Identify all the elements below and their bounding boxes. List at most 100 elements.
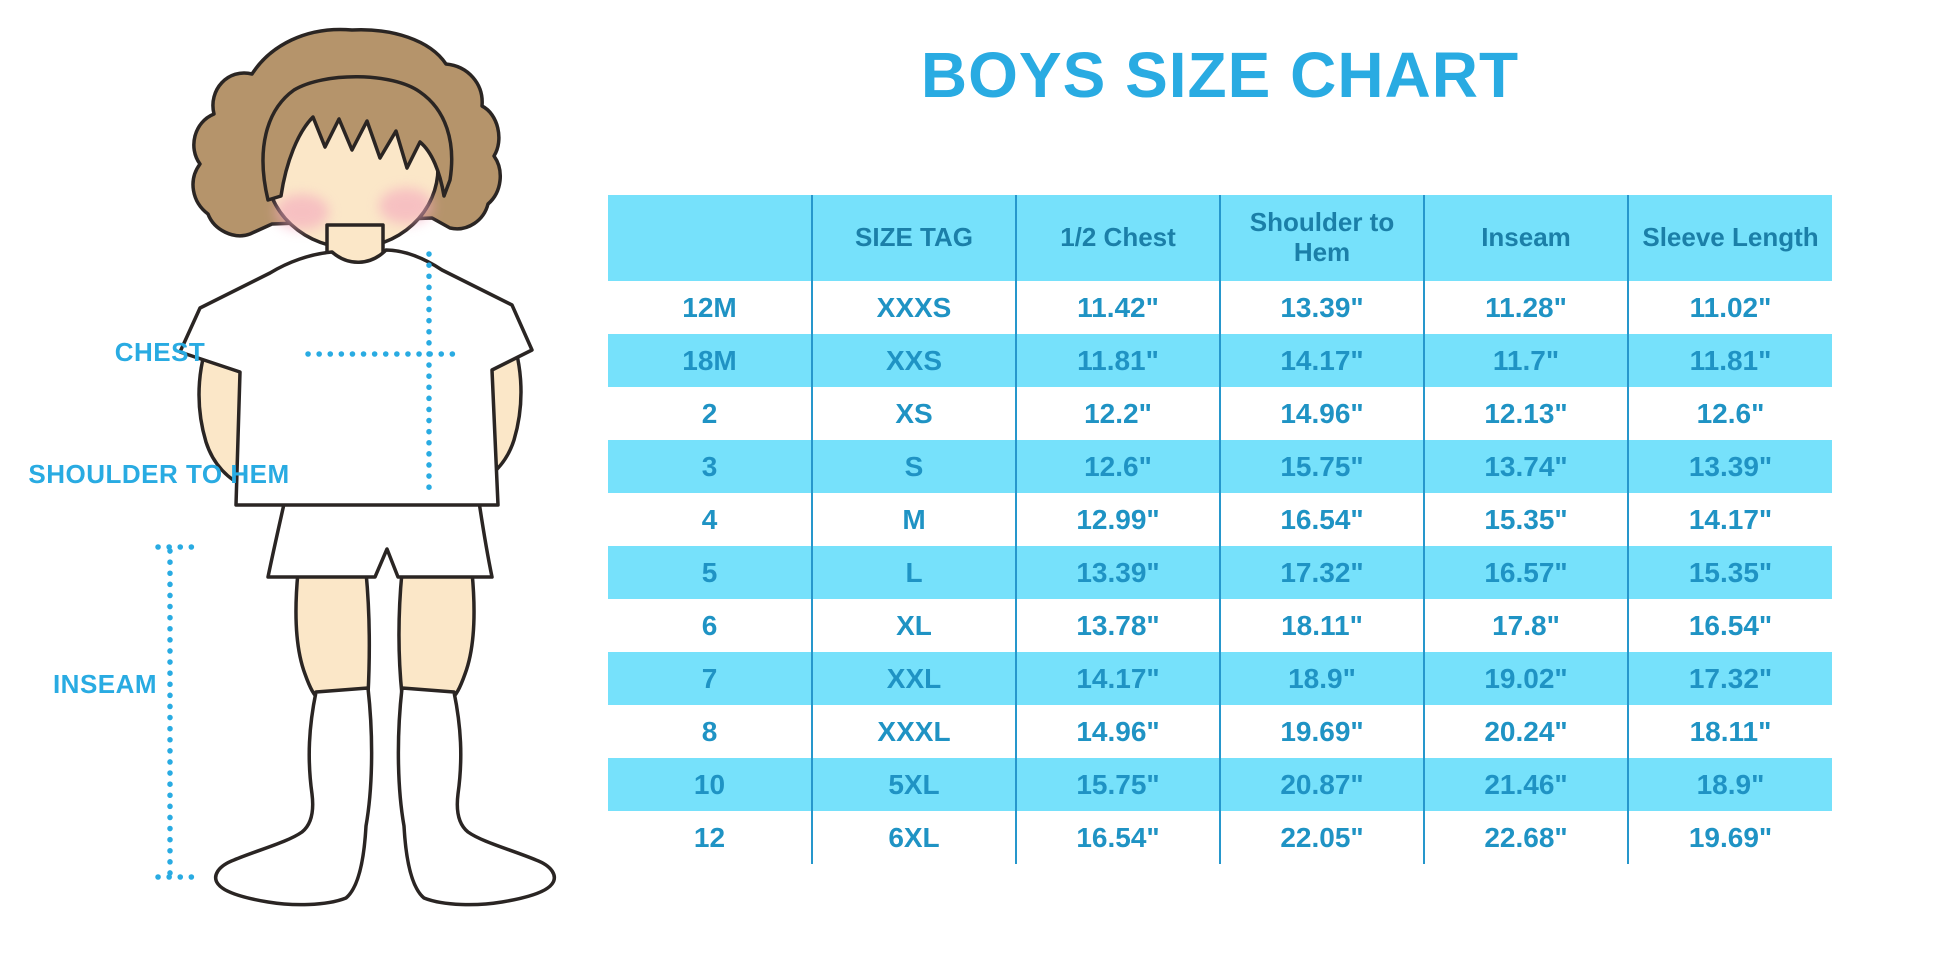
table-cell: 12.6" <box>1016 440 1221 493</box>
table-cell: 15.75" <box>1220 440 1425 493</box>
table-row: 6 XL 13.78" 18.11" 17.8" 16.54" <box>608 599 1832 652</box>
table-header: SIZE TAG 1/2 Chest Shoulder to Hem Inseam Sl… <box>608 195 1832 281</box>
table-cell: 10 <box>608 758 813 811</box>
table-cell: 18.11" <box>1689 715 1772 747</box>
table-cell: 7 <box>608 652 813 705</box>
column-header: SIZE TAG <box>812 195 1017 281</box>
table-cell: 5XL <box>812 758 1017 811</box>
boy-shorts <box>266 493 494 579</box>
boy-leg-left <box>294 570 372 702</box>
table-cell: 22.68" <box>1424 811 1629 864</box>
table-cell: 20.24" <box>1424 705 1629 758</box>
table-cell: XL <box>812 599 1017 652</box>
column-header: Inseam <box>1424 195 1629 281</box>
table-cell: 15.75" <box>1016 758 1221 811</box>
table-cell: 19.69" <box>1220 705 1425 758</box>
column-header: 1/2 Chest <box>1016 195 1221 281</box>
boy-hair-fringe <box>261 75 454 202</box>
table-cell: 3 <box>608 440 813 493</box>
table-cell: 12.13" <box>1424 387 1629 440</box>
table-cell: 14.96" <box>1220 387 1425 440</box>
table-row: 18M XXS 11.81" 14.17" 11.7" 11.81" <box>608 334 1832 387</box>
column-header <box>608 195 813 281</box>
boy-sock-right <box>396 686 557 907</box>
table-cell: S <box>812 440 1017 493</box>
table-cell: M <box>812 493 1017 546</box>
table-cell: 11.81" <box>1016 334 1221 387</box>
boy-leg-right <box>397 570 476 702</box>
table-cell: 2 <box>608 387 813 440</box>
table-cell: 6XL <box>812 811 1017 864</box>
table-row: 12 6XL 16.54" 22.05" 22.68" 19.69" <box>608 811 1832 864</box>
table-cell: 13.39" <box>1628 440 1832 493</box>
table-cell: 18.9" <box>1220 652 1425 705</box>
table-cell: 17.32" <box>1628 652 1832 705</box>
column-header: Sleeve Length <box>1628 195 1832 281</box>
table-cell: 12 <box>608 811 813 864</box>
table-cell: 19.02" <box>1424 652 1629 705</box>
table-cell: 11.02" <box>1689 291 1772 323</box>
table-cell: 12.6" <box>1696 397 1765 429</box>
boy-cheek-right <box>379 188 433 224</box>
table-cell: 13.39" <box>1016 546 1221 599</box>
table-cell: 11.81" <box>1628 334 1832 387</box>
table-cell: 14.17" <box>1688 503 1773 535</box>
table-cell: XXL <box>812 652 1017 705</box>
table-cell: 15.35" <box>1424 493 1629 546</box>
size-table: SIZE TAG 1/2 Chest Shoulder to Hem Inseam Sl… <box>608 195 1832 864</box>
table-cell: 20.87" <box>1220 758 1425 811</box>
table-cell: 5 <box>608 546 813 599</box>
table-cell: 12.99" <box>1016 493 1221 546</box>
table-cell: 19.69" <box>1688 821 1773 853</box>
table-cell: 18.9" <box>1628 758 1832 811</box>
table-cell: 14.17" <box>1016 652 1221 705</box>
table-cell: 16.54" <box>1220 493 1425 546</box>
table-cell: 16.57" <box>1424 546 1629 599</box>
table-row: 7 XXL 14.17" 18.9" 19.02" 17.32" <box>608 652 1832 705</box>
table-cell: 22.05" <box>1220 811 1425 864</box>
table-cell: 11.42" <box>1016 281 1221 334</box>
table-cell: 8 <box>608 705 813 758</box>
table-cell: XS <box>812 387 1017 440</box>
column-header: Shoulder to Hem <box>1220 195 1425 281</box>
table-cell: 18M <box>608 334 813 387</box>
table-cell: 17.8" <box>1424 599 1629 652</box>
table-cell: XXS <box>812 334 1017 387</box>
chest-label: CHEST <box>114 337 206 367</box>
table-cell: 16.54" <box>1688 609 1773 641</box>
table-header-row: SIZE TAG 1/2 Chest Shoulder to Hem Inseam Sl… <box>608 195 1832 281</box>
table-row: 5 L 13.39" 17.32" 16.57" 15.35" <box>608 546 1832 599</box>
table-cell: 12.2" <box>1016 387 1221 440</box>
table-row: 10 5XL 15.75" 20.87" 21.46" 18.9" <box>608 758 1832 811</box>
table-cell: 12M <box>608 281 813 334</box>
table-cell: XXXS <box>812 281 1017 334</box>
table-cell: 18.11" <box>1220 599 1425 652</box>
table-cell: 21.46" <box>1424 758 1629 811</box>
table-cell: 11.28" <box>1424 281 1629 334</box>
table-cell: 17.32" <box>1220 546 1425 599</box>
boy-cheek-left <box>275 194 329 230</box>
table-cell: 15.35" <box>1628 546 1832 599</box>
boy-shirt <box>178 248 534 507</box>
table-row: 3 S 12.6" 15.75" 13.74" 13.39" <box>608 440 1832 493</box>
table-row: 2 XS 12.2" 14.96" 12.13" 12.6" <box>608 387 1832 440</box>
inseam-measure-line <box>155 544 199 880</box>
table-cell: 4 <box>608 493 813 546</box>
table-row: 4 M 12.99" 16.54" 15.35" 14.17" <box>608 493 1832 546</box>
table-cell: 6 <box>608 599 813 652</box>
page-title: BOYS SIZE CHART <box>920 39 1520 111</box>
table-cell: XXXL <box>812 705 1017 758</box>
table-row: 8 XXXL 14.96" 19.69" 20.24" 18.11" <box>608 705 1832 758</box>
table-body: 12M XXXS 11.42" 13.39" 11.28" 11.02" 18M XXS 11.… <box>608 281 1832 864</box>
table-cell: 14.96" <box>1016 705 1221 758</box>
table-cell: 13.78" <box>1016 599 1221 652</box>
boy-illustration <box>155 27 557 907</box>
table-cell: 11.7" <box>1424 334 1629 387</box>
table-cell: 14.17" <box>1220 334 1425 387</box>
boy-sock-left <box>213 686 374 907</box>
table-cell: L <box>812 546 1017 599</box>
shoulder-to-hem-label: SHOULDER TO HEM <box>28 459 290 489</box>
table-cell: 16.54" <box>1016 811 1221 864</box>
table-cell: 13.39" <box>1220 281 1425 334</box>
